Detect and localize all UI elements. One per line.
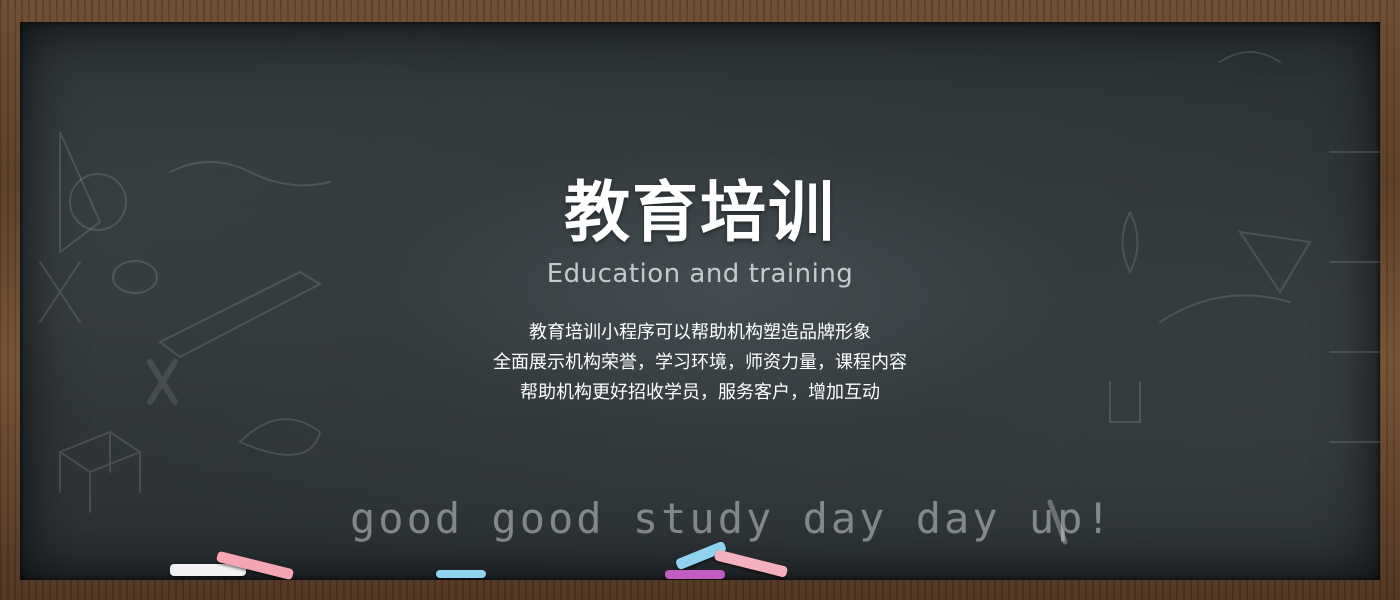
chalk-stick-blue bbox=[436, 570, 486, 578]
chalk-stick-purple bbox=[665, 570, 725, 579]
chalk-slogan: good good study day day up! bbox=[350, 494, 1114, 543]
chalk-stick-white bbox=[170, 564, 246, 576]
description-line: 全面展示机构荣誉，学习环境，师资力量，课程内容 bbox=[493, 352, 907, 373]
banner-description: 教育培训小程序可以帮助机构塑造品牌形象 全面展示机构荣誉，学习环境，师资力量，课… bbox=[20, 318, 1380, 408]
banner-subtitle: Education and training bbox=[546, 259, 854, 289]
description-line: 帮助机构更好招收学员，服务客户，增加互动 bbox=[520, 382, 880, 403]
chalkboard: 教育培训 Education and training 教育培训小程序可以帮助机… bbox=[20, 22, 1380, 580]
description-line: 教育培训小程序可以帮助机构塑造品牌形象 bbox=[529, 322, 871, 343]
banner-title: 教育培训 bbox=[564, 174, 836, 251]
chalk-doodles-decoration bbox=[39, 51, 1380, 545]
